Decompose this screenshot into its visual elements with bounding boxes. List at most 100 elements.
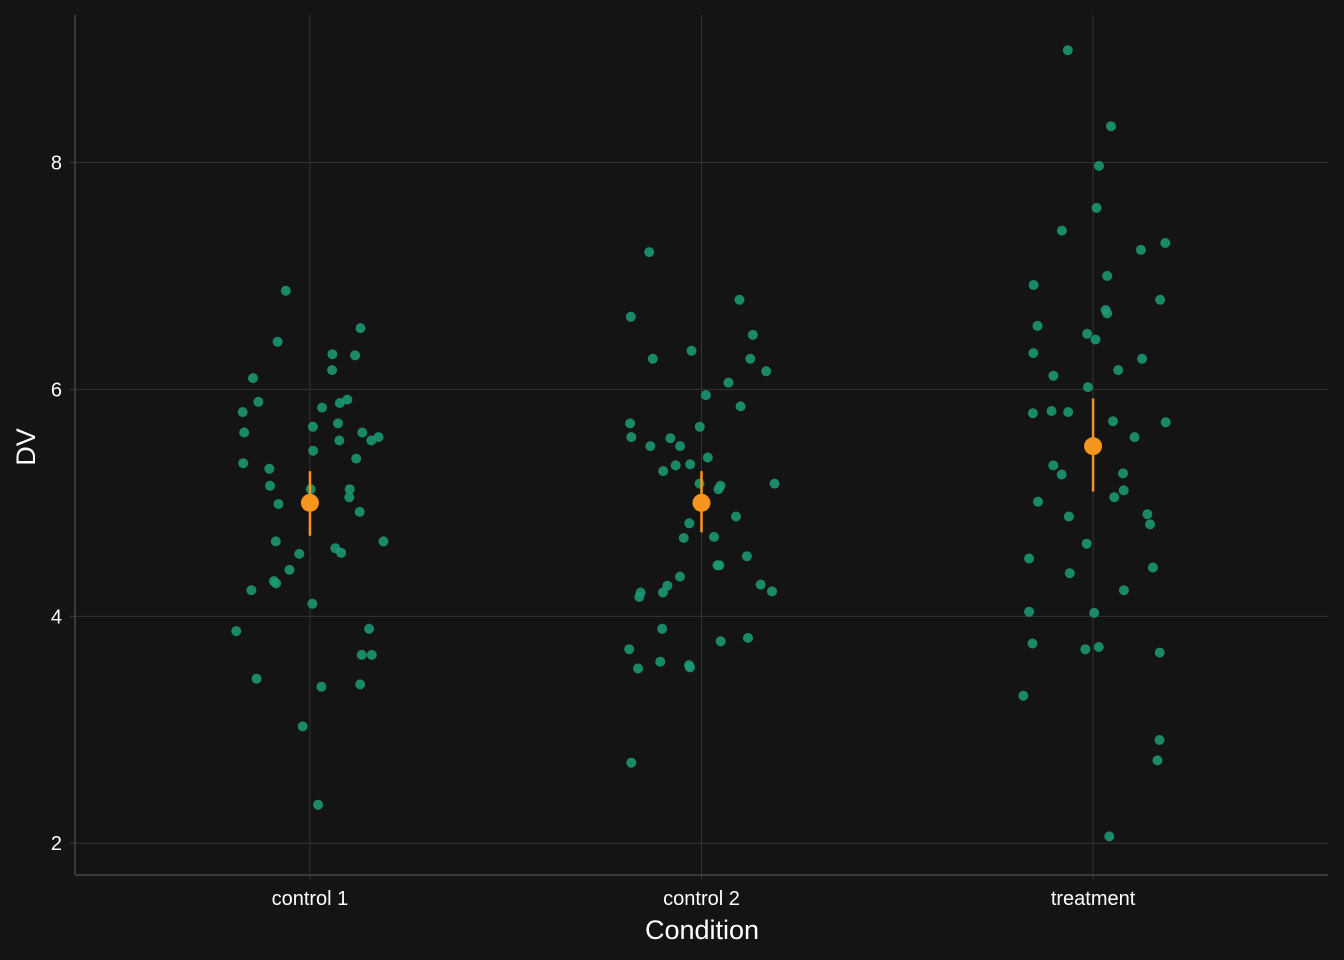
data-point (366, 649, 377, 660)
summary-layer (300, 398, 1103, 536)
x-axis-title: Condition (645, 915, 759, 945)
data-point (734, 294, 745, 305)
data-point (327, 365, 338, 376)
data-points (231, 45, 1171, 842)
x-tick-label: control 2 (663, 888, 740, 910)
data-point (1129, 432, 1140, 443)
data-point (626, 757, 637, 768)
data-point (265, 480, 275, 491)
data-point (1102, 270, 1113, 281)
data-point (645, 441, 656, 452)
data-point (1048, 460, 1059, 471)
data-point (307, 598, 318, 609)
data-point (624, 644, 635, 655)
data-point (655, 656, 666, 667)
data-point (670, 460, 681, 471)
mean-point (300, 493, 319, 512)
y-tick-label: 8 (51, 152, 62, 174)
data-point (1106, 121, 1116, 132)
data-point (355, 323, 366, 334)
data-point (1118, 485, 1129, 496)
data-point (745, 353, 756, 364)
data-point (1027, 408, 1038, 419)
data-point (1152, 755, 1163, 766)
data-point (364, 623, 375, 634)
data-point (1108, 416, 1118, 427)
data-point (714, 560, 725, 571)
data-point (355, 679, 366, 690)
data-point (1093, 642, 1104, 652)
data-point (644, 247, 655, 258)
data-point (1048, 370, 1059, 381)
y-tick-label: 4 (51, 606, 62, 628)
data-point (356, 649, 367, 660)
data-point (647, 353, 658, 364)
data-point (658, 466, 669, 477)
data-point (273, 499, 284, 509)
data-point (246, 585, 257, 596)
data-point (373, 432, 384, 443)
data-point (657, 623, 668, 634)
data-point (700, 390, 711, 401)
data-point (297, 721, 308, 732)
data-point (1137, 353, 1148, 364)
data-point (1154, 647, 1165, 658)
data-point (333, 418, 343, 429)
data-point (1154, 735, 1165, 745)
data-point (747, 329, 758, 340)
data-point (1155, 294, 1166, 305)
grid (75, 15, 1328, 875)
data-point (761, 366, 772, 377)
mean-point (692, 493, 711, 512)
data-point (723, 377, 734, 388)
data-point (1160, 417, 1171, 428)
data-point (351, 453, 362, 464)
data-point (755, 579, 766, 590)
x-tick-label: treatment (1051, 888, 1136, 910)
data-point (1082, 382, 1093, 393)
data-point (767, 586, 777, 597)
data-point (657, 587, 668, 598)
data-point (270, 536, 281, 547)
data-point (354, 506, 365, 517)
data-point (307, 421, 318, 432)
data-point (330, 543, 341, 554)
y-axis-ticks: 2 4 6 8 (51, 152, 75, 855)
data-point (344, 492, 355, 503)
data-point (665, 433, 676, 444)
data-point (694, 421, 705, 432)
data-point (685, 459, 696, 470)
data-point (1090, 334, 1101, 345)
data-point (1094, 160, 1104, 171)
data-point (317, 402, 328, 413)
data-point (1018, 690, 1029, 701)
data-point (709, 531, 719, 542)
data-point (280, 285, 291, 296)
data-point (344, 484, 355, 495)
data-point (264, 463, 275, 474)
data-point (1028, 280, 1039, 290)
data-point (284, 564, 295, 575)
data-point (1027, 638, 1038, 649)
data-point (675, 571, 685, 582)
data-point (686, 345, 697, 356)
data-point (625, 418, 636, 429)
data-point (684, 518, 695, 529)
data-point (1024, 606, 1035, 617)
data-point (1091, 202, 1102, 213)
data-point (248, 373, 258, 384)
data-point (702, 452, 713, 463)
data-point (684, 660, 694, 671)
data-point (1145, 519, 1156, 530)
data-point (238, 458, 249, 469)
data-point (357, 427, 368, 438)
data-point (1118, 468, 1128, 479)
data-point (1056, 469, 1067, 480)
data-point (694, 478, 705, 489)
data-point (1063, 407, 1074, 418)
data-point (1033, 496, 1043, 507)
data-point (239, 427, 250, 438)
data-point (378, 536, 389, 547)
